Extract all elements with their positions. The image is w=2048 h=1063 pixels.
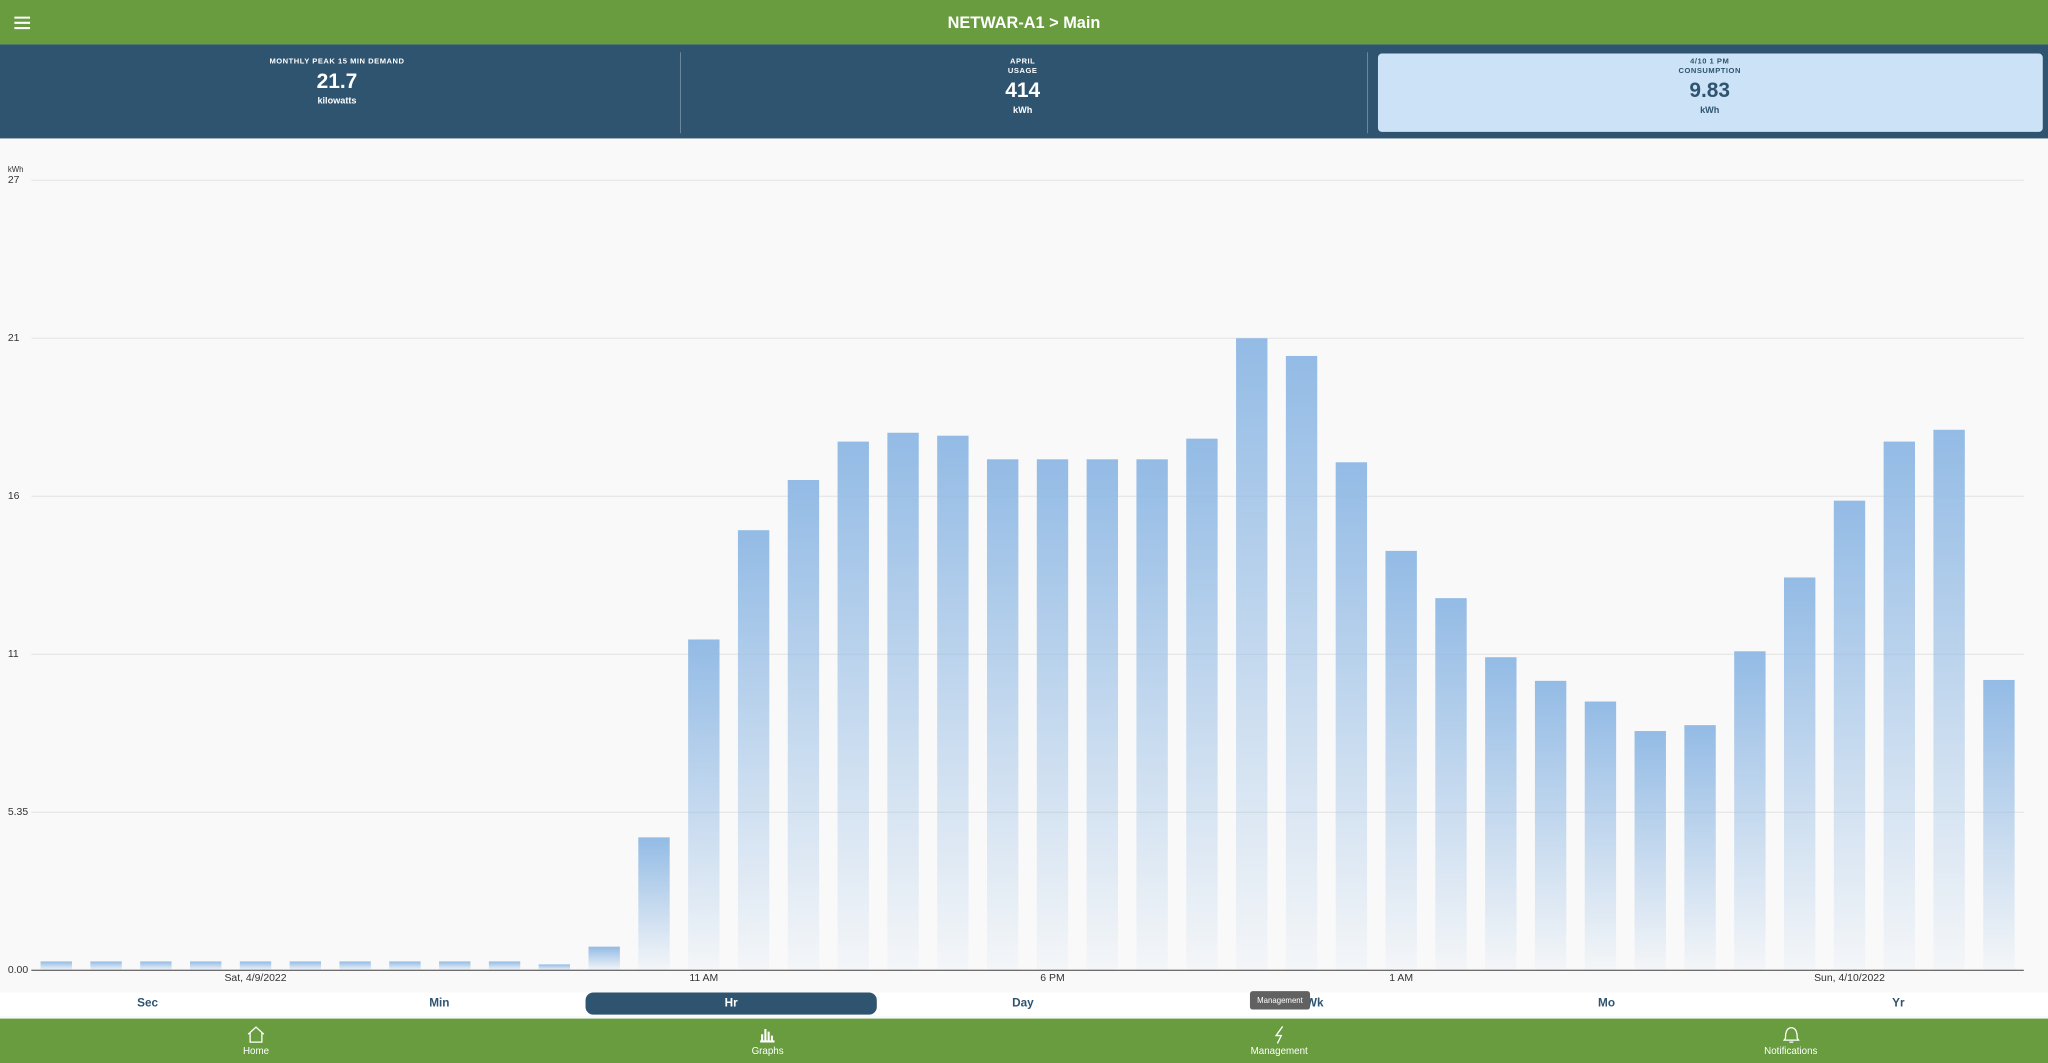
bar [986,459,1019,971]
card-value: 414 [1005,79,1040,102]
tab-label[interactable]: Min [429,997,449,1010]
bar [339,961,371,971]
page-title: NETWAR-A1 > Main [948,14,1101,32]
tab-label[interactable]: Hr [725,997,738,1010]
bar [488,961,521,971]
x-tick-label: 11 AM [689,973,718,984]
nav-label[interactable]: Graphs [752,1046,784,1057]
card-unit: kWh [1700,105,1720,115]
bar [1883,441,1915,971]
card-title: MONTHLY PEAK 15 MIN DEMAND [269,56,404,65]
bar [1584,701,1617,971]
y-tick-label: 11 [8,649,19,660]
nav-label[interactable]: Notifications [1764,1046,1817,1057]
tab-label[interactable]: Mo [1598,997,1615,1010]
card-selected[interactable] [1377,53,2043,132]
tooltip: Management [1257,996,1304,1005]
bar [1136,459,1168,971]
bar [688,639,720,971]
y-tick-label: 5.35 [8,807,29,818]
bar [1783,577,1816,971]
bar [787,479,820,971]
bar [189,961,222,971]
tab-label[interactable]: Yr [1892,997,1905,1010]
bar [1086,459,1119,971]
bar [389,961,421,971]
bar [1236,338,1268,971]
bar [638,837,670,971]
bar [1734,651,1766,971]
bar [538,964,571,971]
bar [1684,725,1716,971]
bar [289,961,322,971]
tab-selected[interactable] [585,992,877,1015]
card-value: 9.83 [1689,79,1730,102]
y-axis-label: kWh [8,165,24,174]
bar [40,961,72,971]
bar [1833,500,1866,971]
card-title: CONSUMPTION [1678,66,1740,75]
bar [737,530,770,971]
bar [1634,731,1666,971]
tab-label[interactable]: Wk [1306,997,1324,1010]
tooltip-box [1249,991,1311,1010]
top-bar [0,0,2048,45]
card-title: APRIL [1010,56,1035,65]
card-unit: kWh [1013,105,1033,115]
bar [1983,679,2015,971]
bar [90,961,122,971]
bar [140,961,172,971]
bottom-nav [0,1018,2048,1063]
management-icon [1274,1026,1284,1044]
x-tick-label: Sun, 4/10/2022 [1814,973,1885,984]
notifications-icon [1782,1027,1800,1043]
bar [1435,598,1467,971]
x-tick-label: 1 AM [1389,973,1413,984]
nav-label[interactable]: Home [243,1046,269,1057]
graphs-icon [760,1029,775,1043]
bar [1335,462,1368,971]
bar [937,435,969,971]
card-value: 21.7 [317,70,358,93]
x-tick-label: 6 PM [1040,973,1064,984]
home-icon [247,1026,265,1043]
range-tabs [0,992,2048,1016]
nav-label[interactable]: Management [1251,1046,1308,1057]
nav-icons [247,1026,1800,1044]
y-tick-label: 0.00 [8,965,29,976]
card-title: USAGE [1008,66,1038,75]
bar [1485,657,1517,971]
bar [837,441,869,971]
y-tick-label: 16 [8,491,20,502]
bar [1534,680,1567,971]
bar [1285,355,1318,971]
x-tick-label: Sat, 4/9/2022 [224,973,286,984]
bar [1036,459,1069,971]
card-title: 4/10 1 PM [1690,56,1729,65]
bar [1385,550,1417,971]
y-tick-label: 27 [8,175,20,186]
y-tick-label: 21 [8,333,20,344]
bar [239,961,272,971]
menu-button[interactable] [14,16,31,30]
bar [439,961,471,971]
bar [588,946,620,971]
tab-label[interactable]: Sec [137,997,158,1010]
tab-label[interactable]: Day [1012,997,1034,1010]
card-unit: kilowatts [317,96,356,106]
bar [1933,429,1965,971]
bar [887,432,919,971]
bar [1186,438,1218,971]
